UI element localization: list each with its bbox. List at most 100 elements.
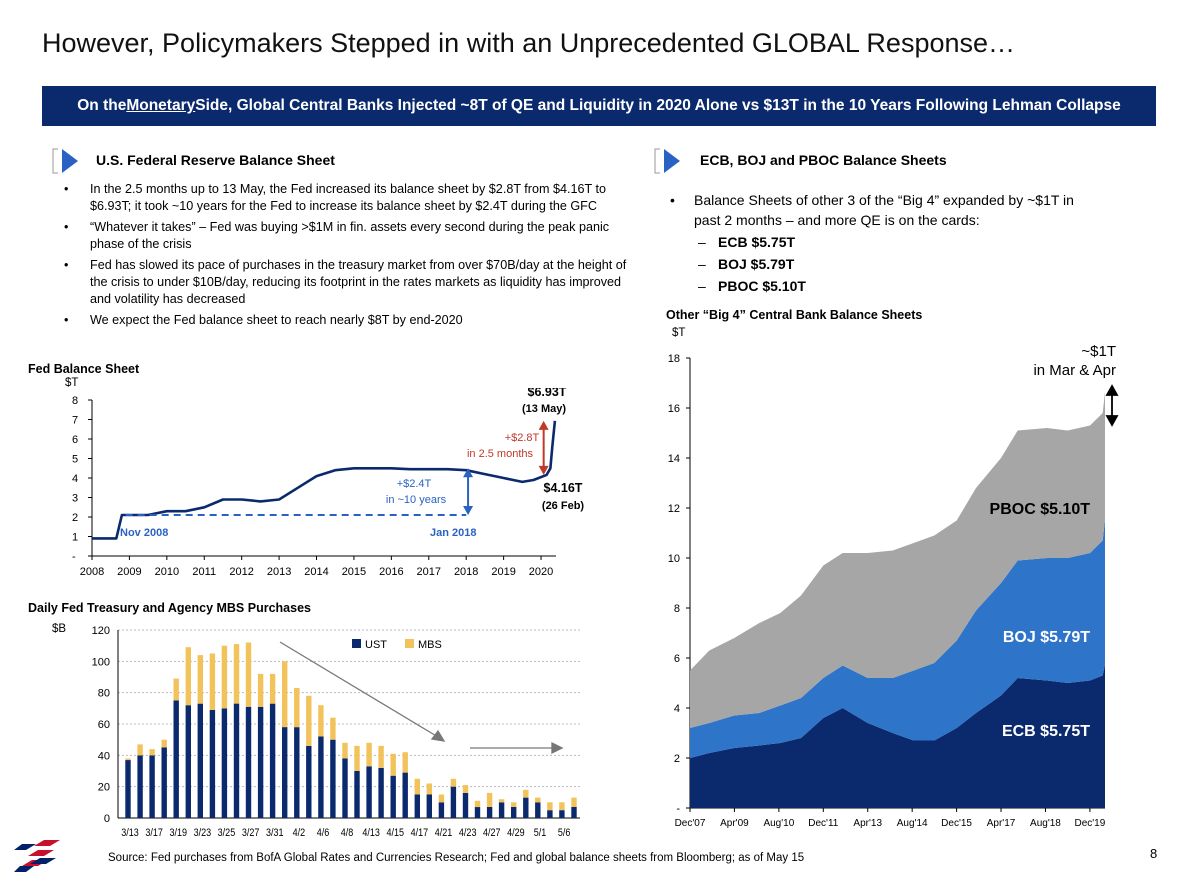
y-tick-label: 40 xyxy=(98,750,110,762)
x-tick-label: Aug'10 xyxy=(763,818,794,829)
bar-mbs xyxy=(426,783,432,795)
bar-ust xyxy=(318,736,324,818)
bar-mbs xyxy=(269,673,276,704)
bar-ust xyxy=(330,739,336,818)
bar-mbs xyxy=(125,758,131,761)
x-tick-label: 3/17 xyxy=(145,827,163,839)
bar-mbs xyxy=(462,785,469,793)
gfc-arrowhead xyxy=(463,506,474,516)
x-tick-label: Aug'14 xyxy=(897,818,928,829)
headline-banner: On the Monetary Side, Global Central Ban… xyxy=(42,86,1156,126)
bar-ust xyxy=(498,802,505,818)
bar-mbs xyxy=(450,778,457,787)
bar-mbs xyxy=(173,678,179,701)
label-pboc: PBOC $5.10T xyxy=(990,501,1091,518)
legend-ust: UST xyxy=(365,639,387,651)
banner-text-post: Side, Global Central Banks Injected ~8T … xyxy=(195,97,1121,114)
bar-ust xyxy=(390,775,396,818)
bar-ust xyxy=(137,755,143,818)
y-tick-label: 2 xyxy=(674,753,680,765)
bar-ust xyxy=(378,767,384,818)
bar-ust xyxy=(221,708,228,818)
x-tick-label: Dec'19 xyxy=(1074,818,1105,829)
bar-ust xyxy=(402,772,408,818)
bar-mbs xyxy=(535,797,541,803)
y-tick-label: 7 xyxy=(72,415,78,427)
bar-ust xyxy=(185,705,191,818)
bar-mbs xyxy=(306,695,312,746)
x-tick-label: 2018 xyxy=(454,566,478,578)
area-pboc xyxy=(690,392,1105,728)
y-tick-label: 60 xyxy=(98,719,110,731)
y-tick-label: 12 xyxy=(668,503,680,515)
x-tick-label: Dec'11 xyxy=(808,818,839,829)
legend-mbs: MBS xyxy=(418,639,442,651)
sub-bullet-boj: BOJ $5.79T xyxy=(662,254,1102,274)
x-tick-label: Dec'15 xyxy=(941,818,972,829)
bar-ust xyxy=(474,807,481,818)
x-tick-label: 2012 xyxy=(229,566,253,578)
x-tick-label: 2020 xyxy=(529,566,553,578)
y-tick-label: 6 xyxy=(72,434,78,446)
bar-mbs xyxy=(330,717,336,740)
nov-2008-label: Nov 2008 xyxy=(120,527,168,539)
recent-increase-label: +$2.8T xyxy=(505,432,540,444)
x-tick-label: 4/21 xyxy=(435,827,453,839)
bar-ust xyxy=(486,807,493,818)
y-tick-label: 20 xyxy=(98,782,110,794)
x-tick-label: 4/2 xyxy=(293,827,306,839)
x-tick-label: 3/31 xyxy=(266,827,284,839)
y-tick-label: 120 xyxy=(92,625,110,637)
x-tick-label: 4/13 xyxy=(362,827,380,839)
x-tick-label: 2015 xyxy=(342,566,366,578)
bar-mbs xyxy=(221,645,228,709)
banner-text-underlined: Monetary xyxy=(126,97,196,114)
x-tick-label: 4/27 xyxy=(483,827,501,839)
x-tick-label: 4/23 xyxy=(459,827,477,839)
bar-ust xyxy=(414,794,420,818)
x-tick-label: Apr'13 xyxy=(853,818,882,829)
bar-ust xyxy=(269,703,276,818)
bar-mbs xyxy=(318,705,324,737)
source-note: Source: Fed purchases from BofA Global R… xyxy=(108,852,805,864)
big4-bullet-list: Balance Sheets of other 3 of the “Big 4”… xyxy=(662,190,1102,296)
x-tick-label: 4/17 xyxy=(411,827,429,839)
x-tick-label: 4/8 xyxy=(341,827,354,839)
x-tick-label: 2017 xyxy=(417,566,441,578)
legend-swatch-ust xyxy=(352,639,361,648)
bar-mbs xyxy=(149,749,155,756)
banner-text-pre: On the xyxy=(77,97,127,114)
bar-mbs xyxy=(197,655,203,704)
bullet-item: In the 2.5 months up to 13 May, the Fed … xyxy=(62,181,632,215)
bar-mbs xyxy=(378,745,384,768)
y-tick-label: 4 xyxy=(674,703,680,715)
bar-ust xyxy=(426,794,432,818)
y-tick-label: 4 xyxy=(72,473,78,485)
fed-balance-sheet-chart: - 1 2 3 4 5 6 7 8 2008 2009 2010 2011 2012 2013 2014 201… xyxy=(72,388,584,578)
section-arrow-icon xyxy=(52,148,78,174)
bar-ust xyxy=(559,810,565,818)
trend-arrowhead-flat xyxy=(551,741,564,755)
bar-ust xyxy=(523,797,529,818)
bar-ust xyxy=(306,745,312,818)
bar-ust xyxy=(511,807,517,818)
x-tick-label: 3/27 xyxy=(242,827,260,839)
x-tick-label: 2010 xyxy=(155,566,179,578)
y-tick-label: 2 xyxy=(72,512,78,524)
bar-ust xyxy=(571,807,577,818)
bar-ust xyxy=(149,755,155,818)
fed-chart-title: Fed Balance Sheet xyxy=(28,362,140,376)
bullet-item: Fed has slowed its pace of purchases in … xyxy=(62,257,632,308)
double-arrow-icon xyxy=(1105,384,1119,427)
bar-mbs xyxy=(571,797,577,807)
recent-period-label: in 2.5 months xyxy=(467,448,534,460)
bar-mbs xyxy=(233,644,240,704)
x-tick-label: 3/19 xyxy=(169,827,187,839)
bar-mbs xyxy=(354,745,360,771)
y-tick-label: 14 xyxy=(668,453,680,465)
feb-value-label: $4.16T xyxy=(544,481,583,495)
bar-mbs xyxy=(438,794,445,803)
mbs-chart-title: Daily Fed Treasury and Agency MBS Purcha… xyxy=(28,601,311,615)
x-tick-label: 3/23 xyxy=(194,827,212,839)
y-tick-label: - xyxy=(676,803,680,815)
